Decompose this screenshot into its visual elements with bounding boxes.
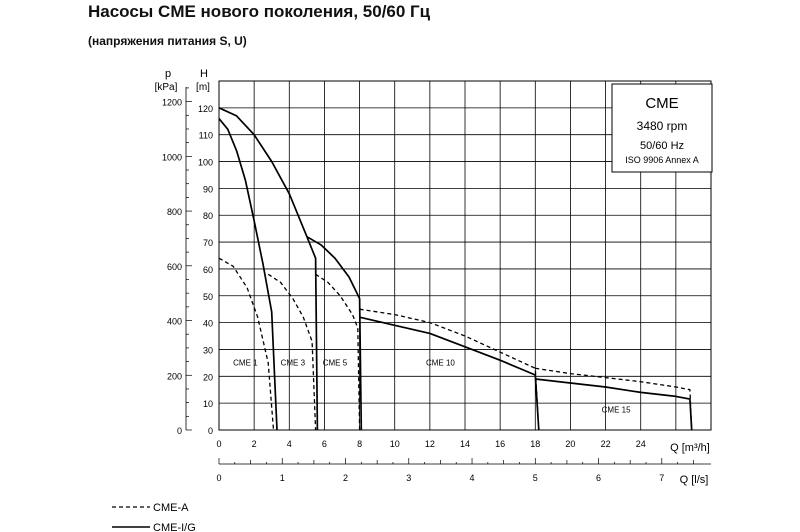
curve-cme-a-0	[218, 257, 275, 431]
info-box: CME 3480 rpm 50/60 Hz ISO 9906 Annex A	[611, 83, 713, 173]
page-subtitle: (напряжения питания S, U)	[88, 34, 247, 48]
q-ls-tick-label: 7	[659, 473, 664, 483]
h-tick-label: 100	[198, 158, 213, 168]
h-tick-label: 90	[203, 184, 213, 194]
curve-cme-ig-3	[218, 107, 319, 431]
info-box-speed: 3480 rpm	[637, 119, 688, 133]
q-m3h-tick-label: 0	[216, 439, 221, 449]
info-box-frame	[611, 83, 713, 173]
model-label: CME 10	[426, 359, 455, 368]
p-axis-unit: [kPa]	[155, 82, 178, 93]
q-m3h-tick-label: 16	[495, 439, 505, 449]
curve-cme-a-6	[359, 308, 540, 431]
q-ls-tick-label: 5	[533, 473, 538, 483]
q-m3h-tick-label: 4	[287, 439, 292, 449]
curve-cme-ig-9	[535, 378, 693, 431]
model-label: CME 1	[233, 359, 258, 368]
h-axis-unit: [m]	[196, 82, 210, 93]
h-tick-label: 10	[203, 399, 213, 409]
p-tick-label: 400	[167, 317, 182, 327]
q-ls-tick-label: 6	[596, 473, 601, 483]
p-tick-label: 800	[167, 207, 182, 217]
model-label: CME 15	[602, 406, 631, 415]
q-m3h-tick-label: 6	[322, 439, 327, 449]
axis-titles: p [kPa] H [m] Q [m³/h] Q [l/s]	[155, 68, 710, 486]
q-m3h-tick-label: 8	[357, 439, 362, 449]
curve-cme-ig-1	[218, 118, 278, 431]
h-tick-label: 70	[203, 238, 213, 248]
page-title: Насосы CME нового поколения, 50/60 Гц	[88, 2, 431, 21]
h-tick-label: 0	[208, 426, 213, 436]
model-labels: CME 1 CME 3 CME 5 CME 10 CME 15	[233, 359, 631, 415]
q-ls-axis-label: Q [l/s]	[680, 474, 709, 486]
q-ls-tick-label: 2	[343, 473, 348, 483]
h-tick-label: 30	[203, 345, 213, 355]
legend-label-cme-a: CME-A	[153, 502, 189, 514]
model-label: CME 3	[281, 359, 306, 368]
p-tick-label: 200	[167, 371, 182, 381]
p-tick-label: 0	[177, 426, 182, 436]
curve-cme-a-2	[267, 273, 317, 431]
h-tick-label: 80	[203, 211, 213, 221]
curve-cme-ig-7	[359, 316, 540, 431]
h-tick-label: 50	[203, 292, 213, 302]
curve-cme-ig-5	[306, 235, 363, 431]
p-axis-symbol: p	[165, 68, 171, 80]
info-box-standard: ISO 9906 Annex A	[625, 155, 699, 165]
q-m3h-tick-label: 20	[565, 439, 575, 449]
q-ls-tick-label: 0	[216, 473, 221, 483]
h-tick-label: 60	[203, 265, 213, 275]
q-m3h-tick-label: 18	[530, 439, 540, 449]
h-tick-label: 110	[199, 131, 213, 141]
q-m3h-tick-label: 2	[252, 439, 257, 449]
model-label: CME 5	[323, 359, 348, 368]
curves	[218, 107, 693, 431]
q-ls-tick-label: 1	[280, 473, 285, 483]
q-m3h-tick-label: 24	[636, 439, 646, 449]
axes: 0102030405060708090100110120020040060080…	[162, 87, 711, 483]
h-axis-symbol: H	[200, 68, 208, 80]
q-m3h-axis-label: Q [m³/h]	[670, 442, 710, 454]
legend-label-cme-ig: CME-I/G	[153, 522, 196, 532]
q-m3h-tick-label: 10	[390, 439, 400, 449]
p-tick-label: 1000	[162, 152, 182, 162]
legend: CME-A CME-I/G	[112, 502, 196, 532]
q-ls-tick-label: 4	[470, 473, 475, 483]
info-box-name: CME	[645, 95, 678, 112]
h-tick-label: 20	[203, 372, 213, 382]
q-m3h-tick-label: 12	[425, 439, 435, 449]
q-m3h-tick-label: 14	[460, 439, 470, 449]
p-tick-label: 600	[167, 262, 182, 272]
p-tick-label: 1200	[162, 98, 182, 108]
curve-cme-a-8	[535, 367, 693, 431]
h-tick-label: 40	[203, 319, 213, 329]
curve-cme-a-4	[315, 273, 361, 431]
q-m3h-tick-label: 22	[601, 439, 611, 449]
q-ls-tick-label: 3	[406, 473, 411, 483]
h-tick-label: 120	[198, 104, 213, 114]
info-box-freq: 50/60 Hz	[640, 140, 684, 152]
